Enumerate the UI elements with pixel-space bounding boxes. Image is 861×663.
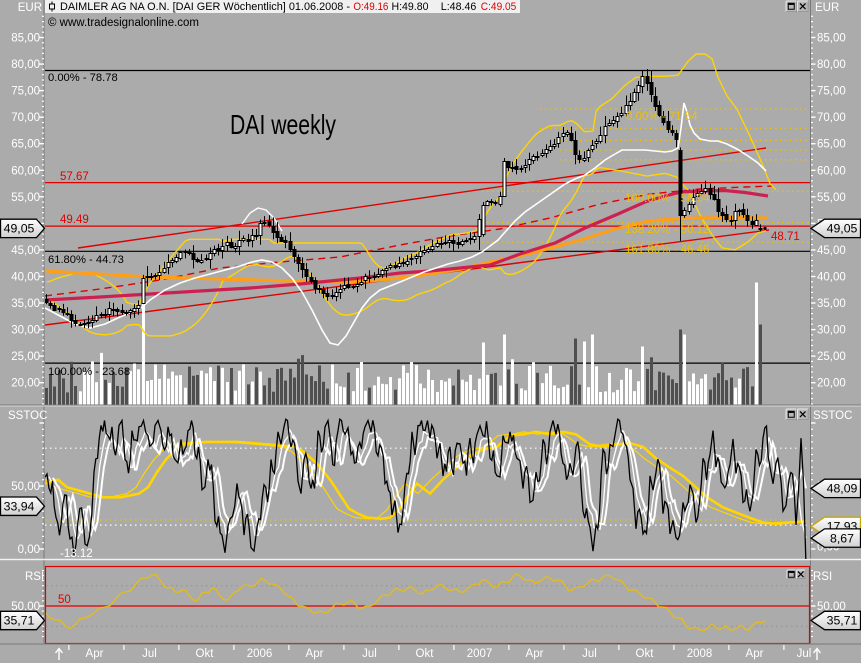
svg-text:0,00: 0,00 (18, 544, 40, 556)
svg-text:H:49.80: H:49.80 (392, 1, 429, 13)
svg-text:49,05: 49,05 (827, 222, 858, 236)
svg-text:33,94: 33,94 (4, 499, 35, 513)
svg-text:55,00: 55,00 (817, 192, 846, 204)
svg-text:Apr: Apr (86, 648, 104, 660)
svg-text:35,00: 35,00 (11, 298, 40, 310)
svg-text:70,00: 70,00 (817, 112, 846, 124)
svg-text:-13.12: -13.12 (60, 548, 93, 560)
svg-text:2008: 2008 (687, 648, 713, 660)
svg-text:55,00: 55,00 (11, 192, 40, 204)
svg-text:8,67: 8,67 (830, 531, 854, 545)
svg-text:EUR: EUR (815, 2, 839, 14)
svg-text:100.00% - 23.68: 100.00% - 23.68 (48, 366, 130, 378)
svg-text:25,00: 25,00 (11, 351, 40, 363)
svg-text:Jul: Jul (582, 648, 597, 660)
svg-text:Okt: Okt (416, 648, 435, 660)
svg-text:35,71: 35,71 (827, 614, 858, 628)
svg-text:30,00: 30,00 (11, 325, 40, 337)
svg-text:45,00: 45,00 (817, 245, 846, 257)
svg-text:35,71: 35,71 (4, 614, 35, 628)
svg-text:65,00: 65,00 (11, 139, 40, 151)
svg-text:2006: 2006 (247, 648, 273, 660)
svg-text:0.00% - 78.78: 0.00% - 78.78 (48, 72, 118, 84)
svg-text:40,00: 40,00 (11, 272, 40, 284)
svg-text:RSI: RSI (25, 571, 44, 583)
svg-text:0.00% - 71.54: 0.00% - 71.54 (626, 111, 698, 123)
svg-text:DAIMLER AG NA O.N. [DAI GER W: DAIMLER AG NA O.N. [DAI GER Wöchentlich]… (60, 1, 350, 13)
svg-text:80,00: 80,00 (11, 59, 40, 71)
svg-text:161.80% - 46.46: 161.80% - 46.46 (625, 244, 709, 256)
svg-text:DAI weekly: DAI weekly (230, 109, 336, 140)
svg-text:SSTOC: SSTOC (813, 410, 852, 422)
svg-text:49.49: 49.49 (60, 214, 89, 226)
svg-text:50: 50 (58, 594, 71, 606)
svg-text:45,00: 45,00 (11, 245, 40, 257)
svg-text:O:49.16: O:49.16 (353, 1, 388, 13)
svg-text:60,00: 60,00 (817, 165, 846, 177)
svg-text:48.71: 48.71 (771, 231, 800, 243)
svg-text:50,00: 50,00 (11, 481, 40, 493)
svg-text:70,00: 70,00 (11, 112, 40, 124)
svg-text:48,09: 48,09 (827, 482, 858, 496)
svg-text:65,00: 65,00 (817, 139, 846, 151)
svg-text:30,00: 30,00 (817, 325, 846, 337)
svg-text:RSI: RSI (813, 571, 832, 583)
svg-text:60,00: 60,00 (11, 165, 40, 177)
svg-text:25,00: 25,00 (817, 351, 846, 363)
svg-text:35,00: 35,00 (817, 298, 846, 310)
svg-text:85,00: 85,00 (11, 33, 40, 45)
svg-text:85,00: 85,00 (817, 33, 846, 45)
svg-text:57.67: 57.67 (60, 171, 89, 183)
svg-text:100.00% - 56.04: 100.00% - 56.04 (625, 193, 710, 205)
svg-text:Okt: Okt (196, 648, 215, 660)
svg-text:75,00: 75,00 (817, 86, 846, 98)
svg-text:Okt: Okt (636, 648, 655, 660)
svg-text:Jul: Jul (797, 648, 812, 660)
svg-text:© www.tradesignalonline.com: © www.tradesignalonline.com (48, 17, 199, 29)
svg-text:Apr: Apr (306, 648, 324, 660)
svg-text:L:48.46: L:48.46 (441, 1, 477, 13)
svg-text:49,05: 49,05 (4, 222, 35, 236)
svg-text:61.80% - 44.73: 61.80% - 44.73 (48, 254, 124, 266)
svg-text:50,00: 50,00 (817, 601, 846, 613)
svg-text:2007: 2007 (467, 648, 493, 660)
svg-text:EUR: EUR (18, 2, 42, 14)
svg-text:SSTOC: SSTOC (8, 410, 47, 422)
svg-text:Jul: Jul (142, 648, 157, 660)
svg-text:Apr: Apr (746, 648, 764, 660)
svg-text:20,00: 20,00 (11, 378, 40, 390)
svg-text:Apr: Apr (526, 648, 544, 660)
svg-text:80,00: 80,00 (817, 59, 846, 71)
svg-text:50,00: 50,00 (11, 601, 40, 613)
svg-text:C:49.05: C:49.05 (481, 1, 517, 13)
svg-text:138.20% - 50.12: 138.20% - 50.12 (625, 224, 709, 236)
svg-text:Jul: Jul (362, 648, 377, 660)
svg-text:20,00: 20,00 (817, 378, 846, 390)
svg-text:75,00: 75,00 (11, 86, 40, 98)
svg-text:40,00: 40,00 (817, 272, 846, 284)
